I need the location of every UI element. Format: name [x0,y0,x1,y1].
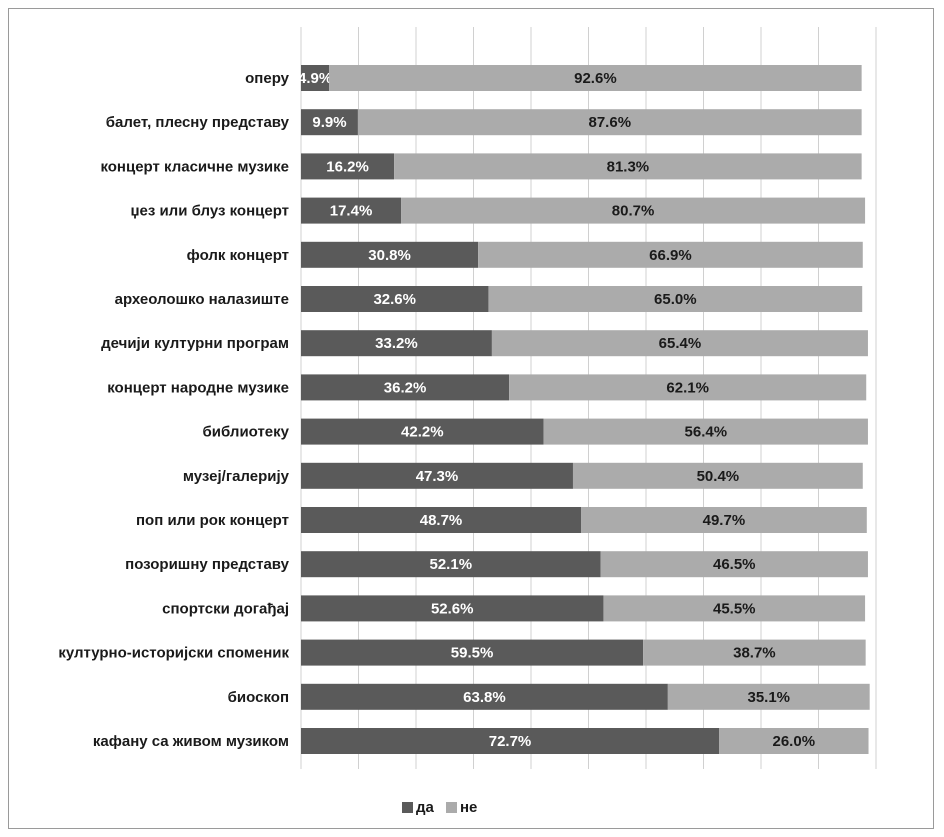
data-label: 56.4% [685,424,728,441]
bar-segment-да [301,462,573,489]
data-label: 17.4% [330,203,373,220]
category-label: балет, плесну представу [106,114,290,131]
bar-segment-не [401,197,866,224]
bar-segment-не [329,65,862,91]
bar-segment-не [491,330,868,357]
data-label: 65.4% [659,335,702,352]
category-label: концерт народне музике [107,379,289,396]
category-label: кафану са живом музиком [93,733,289,750]
data-label: 33.2% [375,335,418,352]
data-label: 65.0% [654,291,697,308]
bar-segment-не [643,639,866,666]
data-label: 87.6% [589,114,632,131]
bar-segment-да [301,109,358,136]
category-label: спортски догађај [162,600,289,617]
bar-segment-да [301,418,544,445]
data-label: 66.9% [649,247,692,264]
category-label: дечији културни програм [101,335,289,352]
data-label: 38.7% [733,645,776,662]
category-label: културно-историјски споменик [58,645,289,662]
bar-segment-да [301,241,479,268]
data-label: 50.4% [697,468,740,485]
category-label: позоришну представу [125,556,289,573]
data-label: 52.1% [430,556,473,573]
data-label: 45.5% [713,600,756,617]
bar-segment-не [581,507,867,533]
bar-segment-да [301,65,330,91]
data-label: 32.6% [373,291,416,308]
data-label: 47.3% [416,468,459,485]
bar-segment-не [509,374,867,401]
category-label: џез или блуз концерт [130,203,289,220]
legend-swatch-не [446,802,457,813]
data-label: 81.3% [607,158,650,175]
bar-segment-не [667,683,870,710]
category-label: концерт класичне музике [100,158,289,175]
bar-segment-не [543,418,868,445]
bar-segment-да [301,551,601,578]
bar-segment-не [357,109,862,136]
category-label: поп или рок концерт [136,512,289,529]
bar-segment-не [603,595,866,622]
bar-segment-да [301,728,720,754]
data-label: 80.7% [612,203,655,220]
legend-swatch-да [402,802,413,813]
data-label: 52.6% [431,600,474,617]
data-label: 62.1% [666,379,709,396]
data-label: 9.9% [312,114,346,131]
bar-segment-не [572,462,863,489]
bar-segment-да [301,507,582,533]
bar-segment-да [301,683,668,710]
bar-segment-да [301,595,604,622]
stacked-bar-chart: оперу 4.9% 92.6% балет, плесну представу 9.9… [58,27,877,816]
category-label: археолошко налазиште [115,291,289,308]
legend-label: да [416,799,435,816]
bar-segment-да [301,153,395,180]
category-label: библиотеку [203,424,290,441]
category-label: биоскоп [228,689,289,706]
bar-segment-да [301,286,489,312]
data-label: 36.2% [384,379,427,396]
bar-segment-не [488,286,863,312]
bar-segment-да [301,639,644,666]
bar-segment-не [719,728,869,754]
data-label: 48.7% [420,512,463,529]
data-label: 35.1% [747,689,790,706]
bar-segment-да [301,330,492,357]
category-label: оперу [245,70,290,87]
data-label: 16.2% [326,158,369,175]
chart-frame: оперу 4.9% 92.6% балет, плесну представу 9.9… [8,8,934,829]
data-label: 92.6% [574,70,617,87]
data-label: 46.5% [713,556,756,573]
data-label: 72.7% [489,733,532,750]
bar-segment-не [394,153,862,180]
data-label: 26.0% [773,733,816,750]
data-label: 4.9% [298,70,332,87]
category-label: музеј/галерију [183,468,290,485]
data-label: 30.8% [368,247,411,264]
data-label: 42.2% [401,424,444,441]
data-label: 63.8% [463,689,506,706]
category-label: фолк концерт [187,247,289,264]
bar-segment-не [478,241,863,268]
bar-segment-не [600,551,868,578]
bar-segment-да [301,374,510,401]
data-label: 59.5% [451,645,494,662]
legend-label: не [460,799,477,816]
data-label: 49.7% [703,512,746,529]
bar-segment-да [301,197,402,224]
